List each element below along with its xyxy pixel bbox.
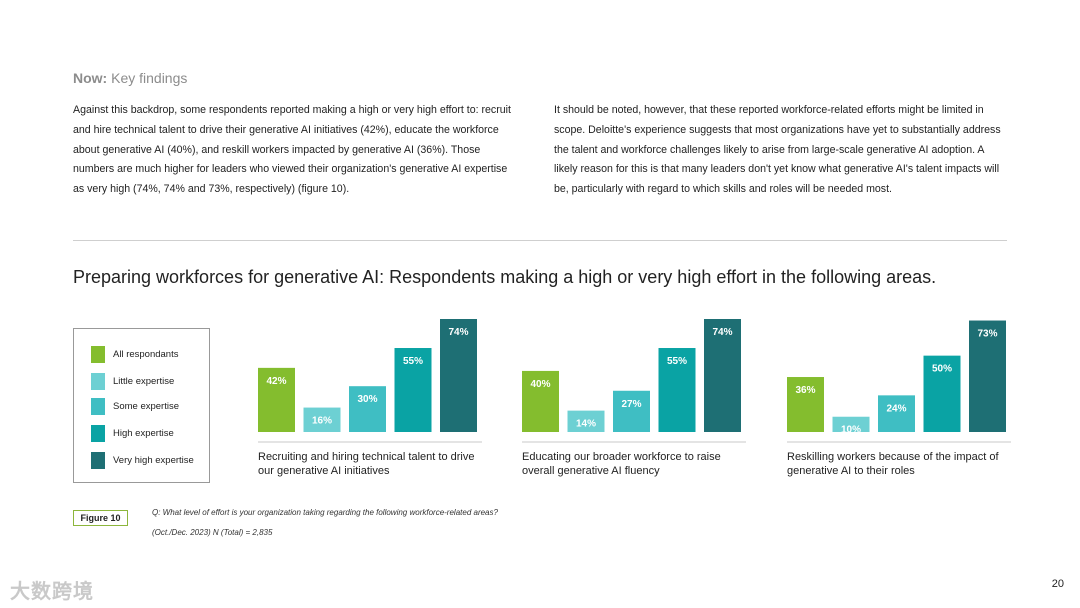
bar bbox=[832, 416, 870, 432]
survey-question: Q: What level of effort is your organiza… bbox=[152, 508, 498, 517]
watermark: 大数跨境 bbox=[10, 581, 94, 603]
bar-value-label: 74% bbox=[448, 327, 468, 338]
bar-value-label: 73% bbox=[977, 329, 997, 340]
legend-swatch bbox=[91, 397, 105, 415]
bar bbox=[787, 377, 824, 432]
legend-label: Little expertise bbox=[113, 375, 175, 387]
bar-value-label: 74% bbox=[712, 327, 732, 338]
paragraph-right: It should be noted, however, that these … bbox=[554, 104, 1001, 196]
legend-item: Some expertise bbox=[91, 396, 179, 416]
bar bbox=[349, 386, 386, 432]
bar bbox=[969, 320, 1006, 432]
bar-value-label: 55% bbox=[667, 356, 687, 367]
bar-value-label: 24% bbox=[886, 403, 906, 414]
chart-title: Preparing workforces for generative AI: … bbox=[73, 267, 937, 287]
legend-swatch bbox=[91, 372, 105, 390]
bar-value-label: 14% bbox=[576, 419, 596, 430]
bar-value-label: 16% bbox=[312, 416, 332, 427]
figure-label: Figure 10 bbox=[73, 510, 128, 526]
legend-label: Some expertise bbox=[113, 400, 180, 412]
bar bbox=[303, 407, 341, 432]
bar-value-label: 50% bbox=[932, 364, 952, 375]
bar bbox=[567, 410, 605, 432]
legend-item: Little expertise bbox=[91, 371, 174, 391]
legend-swatch bbox=[91, 424, 105, 442]
legend-item: High expertise bbox=[91, 423, 174, 443]
legend-label: All respondants bbox=[113, 348, 179, 360]
section-heading-bold: Now: bbox=[73, 70, 108, 86]
bar-value-label: 55% bbox=[403, 356, 423, 367]
survey-source: (Oct./Dec. 2023) N (Total) = 2,835 bbox=[152, 528, 273, 537]
bar bbox=[878, 395, 915, 432]
bar bbox=[704, 319, 741, 432]
page-number: 20 bbox=[1051, 578, 1064, 590]
legend-swatch bbox=[91, 451, 105, 469]
group-label-recruiting: Recruiting and hiring technical talent t… bbox=[258, 451, 475, 477]
bar bbox=[258, 367, 295, 432]
bar bbox=[923, 355, 961, 432]
group-label-educating: Educating our broader workforce to raise… bbox=[522, 451, 721, 477]
bar bbox=[394, 348, 432, 432]
divider bbox=[73, 240, 1007, 241]
legend-item: Very high expertise bbox=[91, 450, 194, 470]
bar-value-label: 27% bbox=[621, 399, 641, 410]
bar bbox=[613, 390, 650, 432]
bar bbox=[522, 370, 559, 432]
bar-value-label: 40% bbox=[530, 379, 550, 390]
group-label-reskilling: Reskilling workers because of the impact… bbox=[787, 451, 999, 477]
bar-value-label: 10% bbox=[841, 425, 861, 436]
section-heading-rest: Key findings bbox=[107, 70, 188, 86]
legend-label: High expertise bbox=[113, 427, 174, 439]
bar-value-label: 30% bbox=[357, 394, 377, 405]
bar-value-label: 36% bbox=[795, 385, 815, 396]
legend-label: Very high expertise bbox=[113, 454, 194, 466]
paragraph-left: Against this backdrop, some respondents … bbox=[73, 104, 511, 196]
section-heading: Now: Key findings bbox=[73, 70, 187, 86]
bar bbox=[440, 319, 477, 432]
bar-value-label: 42% bbox=[266, 376, 286, 387]
legend-swatch bbox=[91, 345, 105, 363]
bar bbox=[658, 348, 696, 432]
chart-legend: All respondants Little expertise Some expe… bbox=[73, 328, 210, 483]
legend-item: All respondants bbox=[91, 344, 178, 364]
